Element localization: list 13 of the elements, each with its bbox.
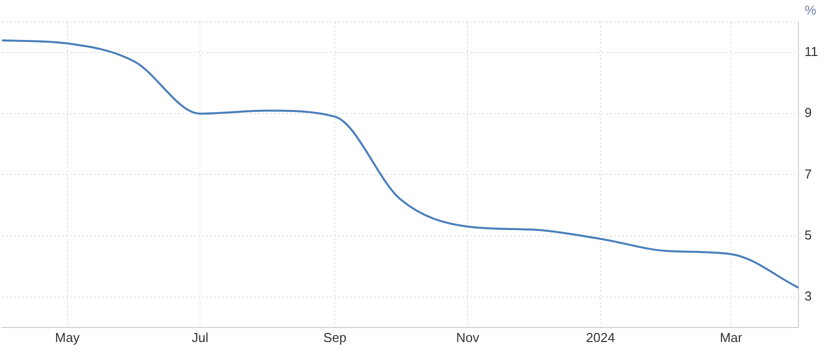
y-tick-label: 7	[804, 166, 812, 182]
x-tick-label: Sep	[323, 330, 347, 345]
y-tick-label: 11	[804, 44, 818, 60]
line-series	[2, 39, 799, 289]
y-tick-label: 3	[804, 288, 812, 304]
x-tick-label: Nov	[456, 330, 480, 345]
y-tick-label: 9	[804, 105, 812, 120]
x-tick-label: May	[55, 330, 80, 345]
x-tick-label: Jul	[192, 330, 208, 345]
x-tick-label: 2024	[586, 330, 615, 345]
y-tick-label: 5	[804, 227, 812, 242]
y-axis-title: %	[804, 2, 817, 18]
x-tick-label: Mar	[720, 330, 743, 345]
